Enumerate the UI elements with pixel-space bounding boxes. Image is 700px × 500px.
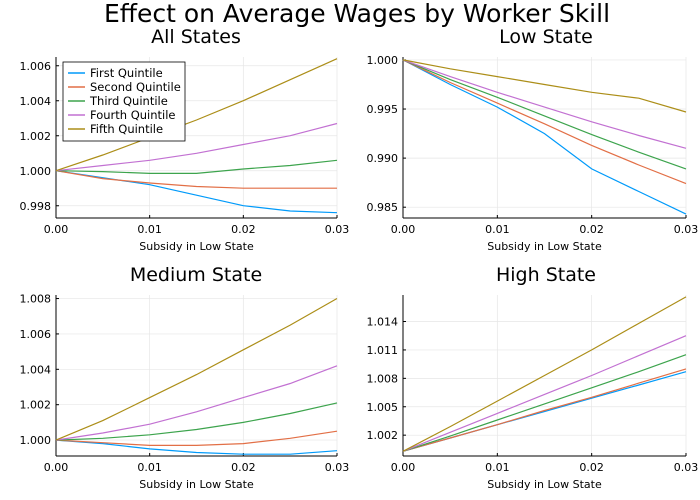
x-tick-label: 0.01 [485, 461, 510, 474]
y-tick-label: 1.011 [367, 344, 399, 357]
x-tick-label: 0.00 [44, 461, 69, 474]
series-line-third-quintile [402, 354, 687, 452]
series-line-second-quintile [402, 59, 687, 185]
legend-label: First Quintile [90, 66, 163, 80]
x-tick-label: 0.02 [231, 223, 256, 236]
y-tick-label: 1.004 [20, 95, 52, 108]
y-tick-label: 0.990 [367, 152, 399, 165]
panel-low-state: Low State 0.00 0.01 0.02 0.03 0.985 0.990 0.995… [367, 26, 699, 253]
legend-label: Second Quintile [90, 80, 181, 94]
y-tick-label: 1.008 [20, 293, 52, 306]
x-tick-label: 0.00 [44, 223, 69, 236]
series-line-third-quintile [402, 59, 687, 170]
series-line-first-quintile [402, 59, 687, 215]
y-tick-label: 1.002 [20, 130, 52, 143]
y-tick-label: 1.004 [20, 363, 52, 376]
x-tick-label: 0.02 [231, 461, 256, 474]
x-tick-label: 0.03 [674, 461, 699, 474]
series-line-fifth-quintile [55, 58, 338, 172]
series-line-second-quintile [402, 368, 687, 452]
y-tick-label: 1.006 [20, 60, 52, 73]
x-axis-label: Subsidy in Low State [487, 240, 602, 253]
panel-title: Low State [499, 26, 593, 48]
panel-title: Medium State [130, 264, 262, 286]
y-tick-label: 1.008 [367, 372, 399, 385]
y-tick-label: 1.002 [367, 429, 399, 442]
x-tick-label: 0.01 [137, 461, 162, 474]
y-tick-label: 1.014 [367, 316, 399, 329]
series-line-third-quintile [55, 402, 338, 441]
legend-label: Fourth Quintile [90, 108, 176, 122]
y-tick-label: 1.005 [367, 401, 399, 414]
series-line-fifth-quintile [402, 296, 687, 452]
x-tick-label: 0.00 [391, 223, 416, 236]
y-tick-label: 1.000 [367, 54, 399, 67]
panel-high-state: High State 0.00 0.01 0.02 0.03 1.002 1.005 1.00… [367, 264, 699, 491]
y-tick-label: 0.998 [20, 200, 52, 213]
panel-all-states: All States 0.00 0.01 0.02 0.03 0.998 1.000 1.00… [20, 26, 350, 253]
x-tick-label: 0.03 [325, 223, 350, 236]
x-axis-label: Subsidy in Low State [139, 240, 254, 253]
y-tick-label: 1.000 [20, 165, 52, 178]
x-axis-label: Subsidy in Low State [139, 478, 254, 491]
y-tick-label: 0.985 [367, 201, 399, 214]
x-tick-label: 0.02 [579, 461, 604, 474]
x-tick-label: 0.00 [391, 461, 416, 474]
y-tick-label: 0.995 [367, 103, 399, 116]
panel-medium-state: Medium State 0.00 0.01 0.02 0.03 1.000 1.002 1.… [20, 264, 350, 491]
series-line-fifth-quintile [402, 59, 687, 113]
series-line-first-quintile [55, 170, 338, 214]
panel-title: All States [151, 26, 241, 48]
series-line-second-quintile [55, 170, 337, 189]
panel-title: High State [496, 264, 596, 286]
series-line-fourth-quintile [402, 335, 687, 452]
series-line-fourth-quintile [55, 365, 338, 441]
x-tick-label: 0.03 [674, 223, 699, 236]
series-line-first-quintile [55, 439, 338, 455]
series-line-fifth-quintile [55, 297, 338, 441]
x-axis-label: Subsidy in Low State [487, 478, 602, 491]
figure-title: Effect on Average Wages by Worker Skill [104, 0, 610, 28]
legend-label: Fifth Quintile [90, 122, 163, 136]
legend-label: Third Quintile [89, 94, 168, 108]
series-line-third-quintile [55, 159, 338, 174]
series-line-second-quintile [55, 430, 338, 446]
x-tick-label: 0.01 [485, 223, 510, 236]
series-line-fourth-quintile [402, 59, 687, 149]
x-tick-label: 0.01 [137, 223, 162, 236]
x-tick-label: 0.03 [325, 461, 350, 474]
series-line-fourth-quintile [55, 122, 338, 172]
y-tick-label: 1.000 [20, 434, 52, 447]
y-tick-label: 1.002 [20, 399, 52, 412]
x-tick-label: 0.02 [579, 223, 604, 236]
y-tick-label: 1.006 [20, 328, 52, 341]
